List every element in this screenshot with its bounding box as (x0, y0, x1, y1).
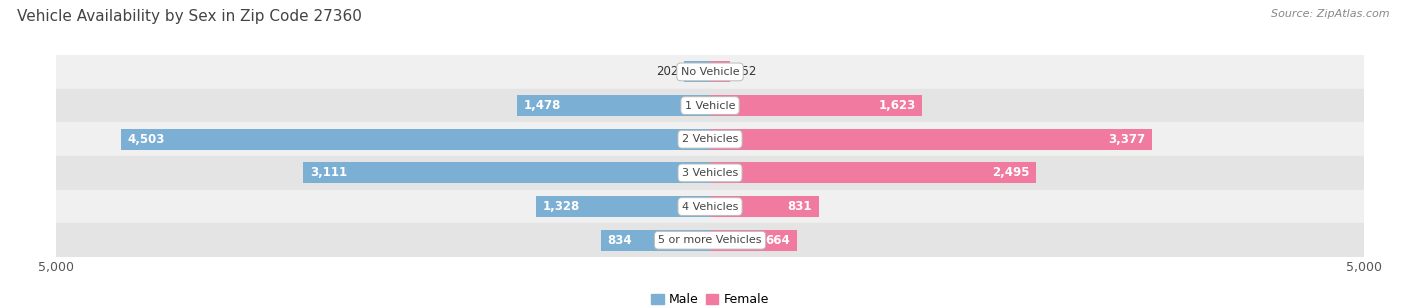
Text: 1,328: 1,328 (543, 200, 581, 213)
Text: 834: 834 (607, 234, 633, 247)
Text: 4 Vehicles: 4 Vehicles (682, 202, 738, 211)
Bar (600, 230, 710, 251)
Text: 4,503: 4,503 (128, 133, 165, 146)
Bar (710, 62, 730, 82)
Text: 3,377: 3,377 (1108, 133, 1144, 146)
Bar (710, 129, 1152, 150)
Text: 664: 664 (765, 234, 790, 247)
Legend: Male, Female: Male, Female (647, 288, 773, 306)
Bar (536, 196, 710, 217)
Text: 1,623: 1,623 (879, 99, 915, 112)
Bar (56, 122, 1364, 156)
Bar (56, 156, 1364, 190)
Text: 3 Vehicles: 3 Vehicles (682, 168, 738, 178)
Bar (710, 196, 818, 217)
Bar (56, 190, 1364, 223)
Bar (710, 162, 1036, 183)
Text: 2 Vehicles: 2 Vehicles (682, 134, 738, 144)
Text: 202: 202 (657, 65, 678, 78)
Text: Source: ZipAtlas.com: Source: ZipAtlas.com (1271, 9, 1389, 19)
Bar (517, 95, 710, 116)
Bar (304, 162, 710, 183)
Bar (121, 129, 710, 150)
Text: 5 or more Vehicles: 5 or more Vehicles (658, 235, 762, 245)
Text: 152: 152 (735, 65, 758, 78)
Text: 1,478: 1,478 (523, 99, 561, 112)
Bar (56, 55, 1364, 89)
Text: 2,495: 2,495 (993, 166, 1029, 179)
Text: Vehicle Availability by Sex in Zip Code 27360: Vehicle Availability by Sex in Zip Code … (17, 9, 361, 24)
Bar (56, 223, 1364, 257)
Bar (710, 230, 797, 251)
Text: 3,111: 3,111 (309, 166, 347, 179)
Bar (683, 62, 710, 82)
Text: No Vehicle: No Vehicle (681, 67, 740, 77)
Text: 831: 831 (787, 200, 813, 213)
Text: 1 Vehicle: 1 Vehicle (685, 101, 735, 110)
Bar (56, 89, 1364, 122)
Bar (710, 95, 922, 116)
